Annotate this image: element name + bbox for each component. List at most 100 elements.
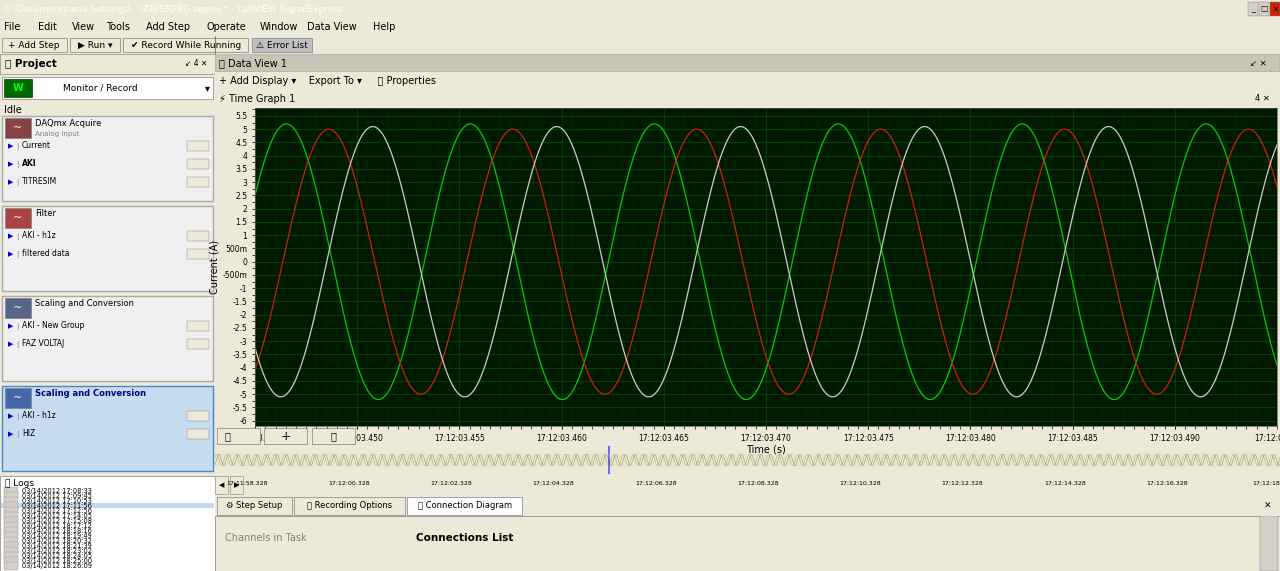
Text: 17:12:08.328: 17:12:08.328 <box>737 481 780 486</box>
Bar <box>123 38 248 52</box>
Bar <box>70 38 120 52</box>
Text: 🎙 Recording Options: 🎙 Recording Options <box>307 501 392 510</box>
Text: Operate: Operate <box>206 22 246 32</box>
Bar <box>187 231 209 241</box>
Text: View: View <box>72 22 95 32</box>
Text: ▶: ▶ <box>8 179 13 185</box>
Bar <box>187 411 209 421</box>
Text: ⚡ Time Graph 1: ⚡ Time Graph 1 <box>219 94 296 104</box>
Text: ⚠ Error List: ⚠ Error List <box>256 41 308 50</box>
Text: ⚙ Step Setup: ⚙ Step Setup <box>227 501 283 510</box>
Text: ▶ Run ▾: ▶ Run ▾ <box>78 41 113 50</box>
Bar <box>5 208 31 228</box>
Bar <box>187 159 209 169</box>
Text: 📋 Connection Diagram: 📋 Connection Diagram <box>417 501 512 510</box>
Text: 🔍: 🔍 <box>224 431 230 441</box>
Bar <box>312 428 355 444</box>
Bar <box>187 141 209 151</box>
Text: Filter: Filter <box>35 210 56 219</box>
Text: |: | <box>15 412 18 420</box>
Text: AKI - New Group: AKI - New Group <box>22 321 84 331</box>
Bar <box>187 249 209 259</box>
Bar <box>3 386 212 471</box>
Text: ✕: ✕ <box>1265 501 1272 510</box>
Text: 17:12:06.328: 17:12:06.328 <box>635 481 677 486</box>
Bar <box>4 522 18 530</box>
Text: Scaling and Conversion: Scaling and Conversion <box>35 300 134 308</box>
Text: |: | <box>15 160 18 167</box>
Text: 03/14/2012 18:21:39: 03/14/2012 18:21:39 <box>22 543 92 549</box>
Bar <box>3 38 67 52</box>
Text: ◀: ◀ <box>219 482 224 488</box>
Text: 03/14/2012 17:10:53: 03/14/2012 17:10:53 <box>22 498 92 504</box>
Text: HIZ: HIZ <box>22 429 36 439</box>
Text: Tools: Tools <box>106 22 129 32</box>
Text: File: File <box>4 22 20 32</box>
Text: 17:12:02.328: 17:12:02.328 <box>430 481 472 486</box>
Text: AKI - h1z: AKI - h1z <box>22 412 56 420</box>
Bar <box>3 206 212 291</box>
Text: 03/14/2012 17:08:33: 03/14/2012 17:08:33 <box>22 488 92 494</box>
Text: Monitor / Record: Monitor / Record <box>63 83 137 93</box>
Bar <box>4 492 18 500</box>
Bar <box>4 537 18 545</box>
Text: |: | <box>15 179 18 186</box>
Bar <box>4 502 18 510</box>
Text: |: | <box>15 431 18 437</box>
Bar <box>0 476 215 571</box>
Text: ~: ~ <box>13 213 23 223</box>
Text: ▶: ▶ <box>8 431 13 437</box>
Bar <box>230 476 243 494</box>
Text: W: W <box>13 83 23 93</box>
Bar <box>4 497 18 505</box>
Bar <box>407 497 522 515</box>
Text: AKI: AKI <box>22 159 37 168</box>
Text: 🖱: 🖱 <box>330 431 337 441</box>
Bar <box>4 542 18 550</box>
Text: 03/14/2012 17:12:56: 03/14/2012 17:12:56 <box>22 508 92 514</box>
Text: Channels in Task: Channels in Task <box>225 533 307 543</box>
Text: 17:12:04.328: 17:12:04.328 <box>532 481 575 486</box>
Text: 📁 Project: 📁 Project <box>5 59 56 69</box>
Bar <box>4 512 18 520</box>
Text: |: | <box>15 340 18 348</box>
Bar <box>4 487 18 495</box>
Text: ✔ Record While Running: ✔ Record While Running <box>131 41 241 50</box>
Text: Connections List: Connections List <box>416 533 513 543</box>
Text: ~: ~ <box>13 123 23 133</box>
Bar <box>3 77 212 99</box>
Text: Add Step: Add Step <box>146 22 191 32</box>
Text: ▶: ▶ <box>8 413 13 419</box>
Text: |: | <box>15 323 18 329</box>
Text: ~: ~ <box>13 393 23 403</box>
Bar <box>215 476 228 494</box>
Bar <box>4 557 18 565</box>
Text: 17:11:58.328: 17:11:58.328 <box>227 481 268 486</box>
Text: 03/14/2012 17:09:45: 03/14/2012 17:09:45 <box>22 493 92 499</box>
Text: ▶: ▶ <box>8 161 13 167</box>
Text: 03/14/2012 18:18:16: 03/14/2012 18:18:16 <box>22 528 92 534</box>
Bar <box>4 532 18 540</box>
Bar <box>0 54 215 74</box>
Y-axis label: Current (A): Current (A) <box>210 240 220 294</box>
Text: filtered data: filtered data <box>22 250 69 259</box>
Text: □: □ <box>1261 5 1267 14</box>
Text: TITRESIM: TITRESIM <box>22 178 58 187</box>
Bar <box>4 547 18 555</box>
Bar <box>4 79 32 97</box>
Text: 03/14/2012 18:24:05: 03/14/2012 18:24:05 <box>22 553 92 559</box>
Bar <box>5 298 31 318</box>
Bar <box>1270 2 1280 16</box>
Text: ▶: ▶ <box>8 341 13 347</box>
Bar <box>252 38 312 52</box>
Bar <box>4 527 18 535</box>
Bar <box>264 428 307 444</box>
Text: Window: Window <box>260 22 298 32</box>
Bar <box>1 503 214 508</box>
Text: DAQmx Acquire: DAQmx Acquire <box>35 119 101 128</box>
Bar <box>294 497 404 515</box>
Text: + Add Step: + Add Step <box>8 41 60 50</box>
Text: 17:12:12.328: 17:12:12.328 <box>942 481 983 486</box>
Text: Help: Help <box>374 22 396 32</box>
Text: 03/14/2012 18:25:00: 03/14/2012 18:25:00 <box>22 558 92 564</box>
